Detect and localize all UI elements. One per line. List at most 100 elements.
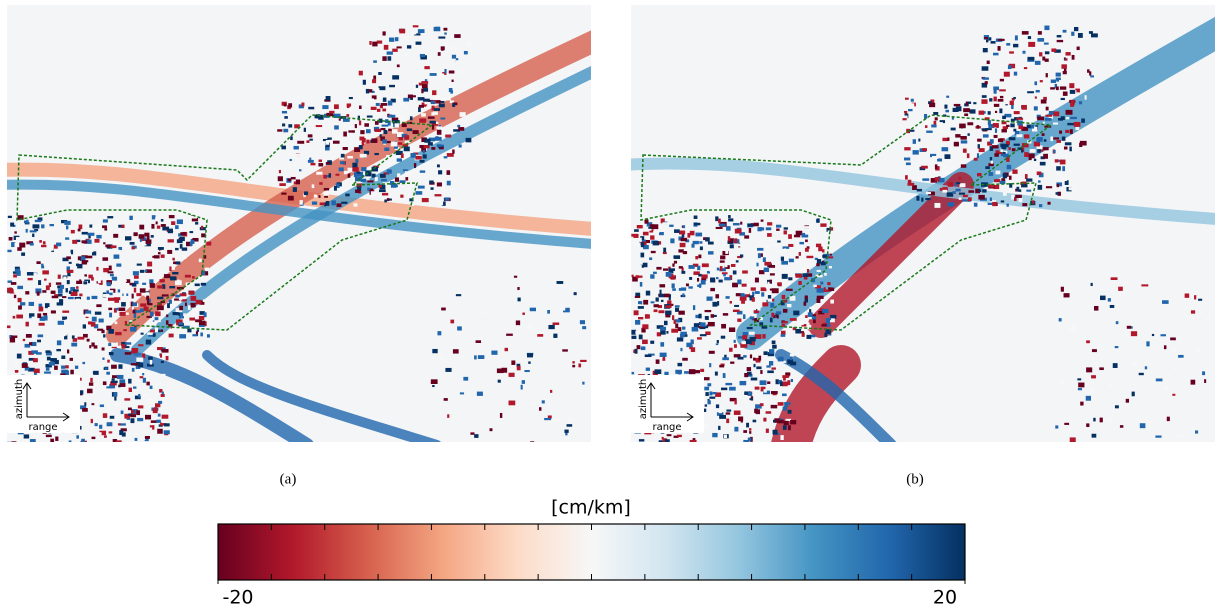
speckle — [1036, 90, 1040, 92]
speckle — [32, 224, 39, 228]
speckle — [21, 252, 25, 255]
speckle — [1077, 378, 1081, 380]
speckle — [464, 51, 468, 54]
speckle — [1064, 147, 1068, 150]
speckle — [756, 383, 760, 387]
speckle — [689, 277, 692, 280]
speckle — [444, 69, 446, 73]
speckle — [381, 103, 388, 106]
speckle — [762, 302, 768, 306]
speckle — [407, 45, 411, 48]
speckle — [817, 289, 819, 292]
speckle — [179, 334, 186, 338]
speckle — [112, 375, 117, 378]
speckle — [1022, 31, 1029, 35]
speckle — [157, 226, 160, 229]
speckle — [71, 230, 75, 233]
speckle — [553, 322, 560, 325]
speckle — [108, 298, 115, 301]
speckle — [99, 365, 104, 367]
speckle — [700, 355, 702, 359]
speckle — [66, 256, 71, 259]
speckle — [87, 262, 91, 265]
speckle — [324, 191, 329, 196]
speckle — [288, 179, 292, 182]
speckle — [187, 329, 191, 333]
tick-label: -20 — [222, 587, 253, 609]
speckle — [770, 318, 773, 323]
speckle — [707, 297, 713, 301]
speckle — [945, 110, 949, 113]
speckle — [7, 325, 10, 328]
speckle — [949, 160, 952, 163]
speckle — [1055, 159, 1059, 162]
speckle — [660, 342, 664, 346]
speckle — [716, 404, 719, 408]
speckle — [457, 125, 460, 127]
speckle — [793, 311, 799, 316]
speckle — [974, 203, 978, 207]
speckle — [982, 95, 987, 98]
speckle — [112, 378, 115, 380]
speckle — [806, 256, 813, 258]
speckle — [424, 66, 429, 69]
speckle — [980, 107, 984, 110]
speckle — [958, 177, 961, 179]
speckle — [162, 349, 169, 353]
speckle — [1078, 388, 1082, 390]
speckle — [562, 349, 568, 351]
speckle — [1091, 33, 1098, 37]
speckle — [119, 312, 125, 316]
speckle — [673, 359, 678, 362]
speckle — [140, 303, 146, 306]
speckle — [782, 295, 786, 299]
speckle — [680, 243, 686, 247]
speckle — [1060, 160, 1066, 165]
speckle — [323, 175, 326, 179]
speckle — [66, 225, 68, 229]
speckle — [746, 423, 749, 428]
speckle — [773, 430, 778, 435]
speckle — [161, 394, 165, 397]
speckle — [729, 327, 735, 332]
speckle — [76, 281, 82, 284]
speckle — [1038, 185, 1043, 190]
speckle — [1177, 339, 1180, 343]
speckle — [76, 299, 80, 302]
speckle — [352, 167, 358, 171]
caption: (b) — [906, 471, 924, 487]
speckle — [1003, 192, 1007, 196]
speckle — [1007, 129, 1012, 133]
speckle — [982, 77, 989, 79]
speckle — [672, 263, 674, 266]
speckle — [161, 361, 164, 363]
speckle — [1042, 57, 1045, 61]
speckle — [773, 218, 780, 222]
speckle — [419, 118, 426, 122]
speckle — [926, 131, 932, 133]
speckle — [65, 319, 69, 323]
speckle — [433, 95, 439, 99]
speckle — [732, 283, 738, 288]
speckle — [452, 149, 454, 153]
speckle — [76, 435, 79, 438]
speckle — [547, 310, 550, 314]
speckle — [749, 428, 751, 430]
speckle — [781, 257, 784, 261]
speckle — [820, 223, 826, 226]
speckle — [76, 286, 78, 289]
speckle — [548, 325, 554, 329]
speckle — [1034, 159, 1036, 161]
speckle — [983, 48, 988, 52]
speckle — [19, 243, 25, 248]
speckle — [175, 225, 179, 229]
speckle — [1072, 55, 1075, 60]
speckle — [1044, 167, 1048, 170]
speckle — [768, 295, 771, 299]
speckle — [299, 169, 301, 171]
speckle — [84, 430, 90, 433]
speckle — [820, 282, 823, 285]
speckle — [993, 97, 996, 102]
speckle — [742, 335, 747, 340]
speckle — [10, 338, 15, 343]
